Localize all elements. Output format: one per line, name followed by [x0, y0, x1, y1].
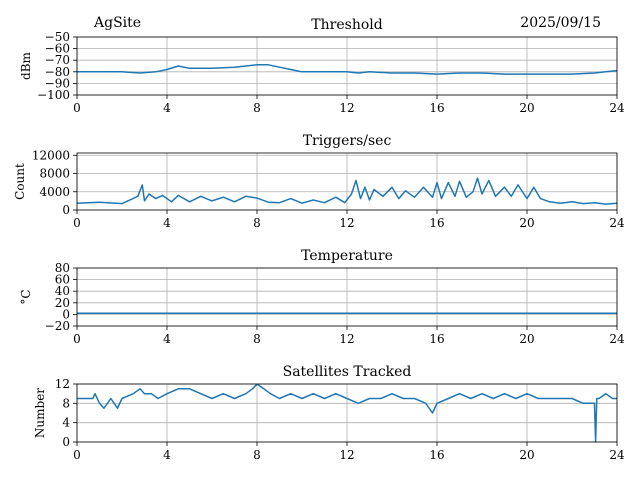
y-axis-label: Count: [13, 163, 27, 200]
x-tick-label: 16: [429, 332, 444, 346]
site-label: AgSite: [93, 15, 141, 31]
y-tick-label: 8000: [39, 167, 70, 181]
x-tick-label: 4: [163, 332, 171, 346]
x-tick-label: 16: [429, 101, 444, 115]
y-tick-label: 0: [62, 435, 70, 449]
y-tick-label: 40: [55, 284, 70, 298]
x-tick-label: 0: [73, 448, 81, 462]
x-tick-label: 16: [429, 216, 444, 230]
y-tick-label: 0: [62, 203, 70, 217]
y-tick-label: 4: [62, 416, 70, 430]
chart-title: Temperature: [301, 248, 393, 264]
y-tick-label: 4000: [39, 185, 70, 199]
y-tick-label: −100: [37, 88, 70, 102]
y-axis-label: °C: [19, 289, 33, 304]
panel-triggers: 0 4 8 12 16 20 24 0 4000 8000 12000 Count Triggers/s…: [13, 133, 625, 230]
y-tick-label: −50: [45, 30, 70, 44]
x-tick-label: 20: [519, 216, 534, 230]
x-tick-label: 8: [253, 448, 261, 462]
y-tick-label: 8: [62, 396, 70, 410]
x-tick-label: 8: [253, 332, 261, 346]
series-line-triggers: [77, 177, 617, 205]
x-tick-label: 24: [609, 216, 625, 230]
panel-satellites: 0 4 8 12 16 20 24 0 4 8 12 Number Satellites Tracked: [33, 364, 625, 462]
x-tick-label: 4: [163, 101, 171, 115]
chart-title: Satellites Tracked: [283, 364, 412, 380]
x-tick-label: 0: [73, 101, 81, 115]
x-tick-label: 16: [429, 448, 444, 462]
x-tick-label: 24: [609, 448, 625, 462]
chart-title: Threshold: [311, 17, 382, 33]
panel-threshold: 0 4 8 12 16 20 24 −100−90−80−70−60−50 dBm Thresho…: [19, 17, 625, 115]
y-tick-label: 20: [55, 296, 70, 310]
y-tick-label: 0: [62, 307, 70, 321]
x-tick-label: 4: [163, 448, 171, 462]
x-tick-label: 12: [339, 332, 354, 346]
x-tick-label: 0: [73, 332, 81, 346]
x-tick-label: 12: [339, 216, 354, 230]
x-tick-label: 20: [519, 101, 534, 115]
x-tick-label: 12: [339, 448, 354, 462]
y-tick-label: −70: [45, 53, 70, 67]
y-tick-label: 60: [55, 273, 70, 287]
y-tick-label: −20: [45, 319, 70, 333]
y-tick-label: −60: [45, 42, 70, 56]
y-axis-label: dBm: [19, 51, 33, 80]
x-tick-label: 20: [519, 332, 534, 346]
chart-panels: 0 4 8 12 16 20 24 −100−90−80−70−60−50 dBm Thresho…: [13, 17, 625, 462]
y-tick-label: 80: [55, 261, 70, 275]
x-tick-label: 8: [253, 216, 261, 230]
x-tick-label: 0: [73, 216, 81, 230]
x-tick-label: 24: [609, 332, 625, 346]
y-axis-label: Number: [33, 388, 47, 438]
y-tick-label: 12: [55, 377, 70, 391]
y-tick-label: 12000: [32, 148, 70, 162]
date-label: 2025/09/15: [520, 15, 601, 31]
x-tick-label: 8: [253, 101, 261, 115]
x-tick-label: 4: [163, 216, 171, 230]
y-tick-label: −80: [45, 65, 70, 79]
series-line-satellites: [77, 384, 617, 442]
chart-title: Triggers/sec: [303, 133, 392, 149]
x-tick-label: 24: [609, 101, 625, 115]
x-tick-label: 12: [339, 101, 354, 115]
series-line-threshold: [77, 64, 617, 75]
x-tick-label: 20: [519, 448, 534, 462]
y-tick-label: −90: [45, 76, 70, 90]
